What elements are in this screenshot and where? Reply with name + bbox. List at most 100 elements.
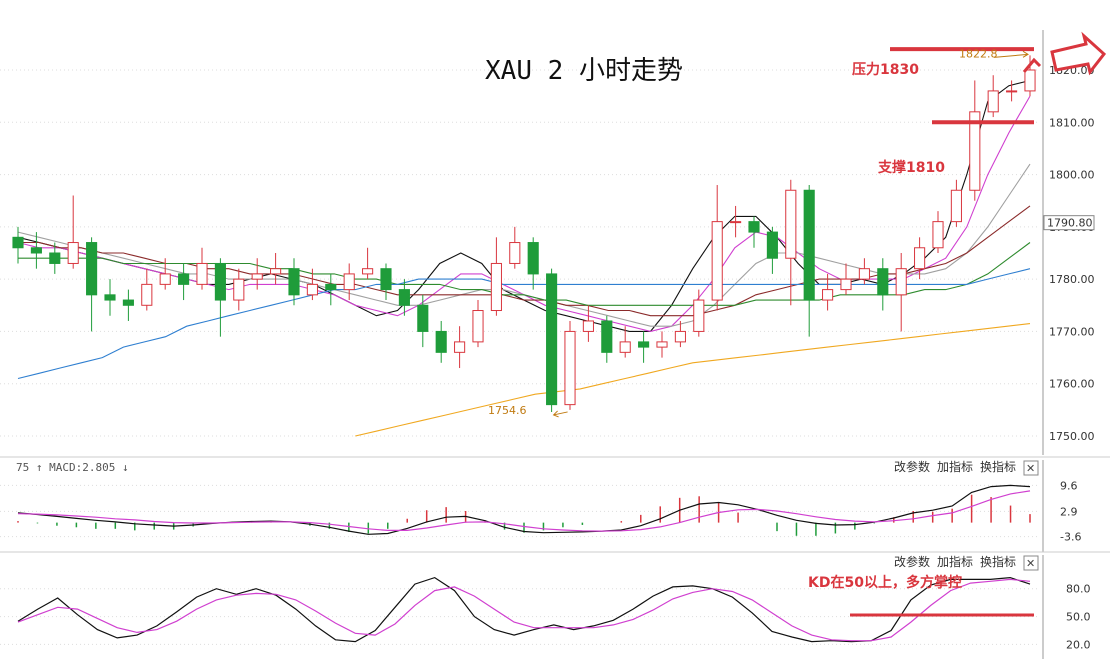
kd-add-indicator-button[interactable]: 加指标 bbox=[937, 554, 973, 569]
candle-body bbox=[711, 221, 723, 301]
candle-body bbox=[785, 189, 797, 259]
candle-body bbox=[398, 289, 410, 306]
candle-body bbox=[638, 341, 650, 348]
candle-body bbox=[270, 268, 282, 275]
candle-body bbox=[619, 341, 631, 353]
ma-line bbox=[17, 163, 1031, 327]
ma-line bbox=[18, 242, 1031, 306]
candle-body bbox=[67, 242, 79, 264]
close-icon: ✕ bbox=[1026, 557, 1035, 570]
candle-body bbox=[748, 221, 760, 233]
candle-body bbox=[1006, 90, 1018, 93]
kd-axis-ticks: 80.0 50.0 20.0 bbox=[1066, 583, 1091, 652]
candle-body bbox=[803, 189, 815, 301]
current-price-label: 1790.80 bbox=[1047, 217, 1093, 230]
candle-body bbox=[306, 283, 318, 296]
ma-line bbox=[355, 323, 1031, 437]
candle-body bbox=[122, 299, 134, 306]
moving-average-lines bbox=[17, 79, 1031, 437]
macd-panel-toolbar: 改参数 加指标 换指标 ✕ bbox=[894, 459, 1039, 476]
candle-body bbox=[840, 278, 852, 291]
candle-body bbox=[950, 189, 962, 223]
macd-tick-label: 9.6 bbox=[1060, 479, 1078, 492]
macd-add-indicator-button[interactable]: 加指标 bbox=[937, 459, 973, 474]
low-marker-label: 1754.6 bbox=[488, 404, 527, 417]
candle-body bbox=[969, 111, 981, 191]
support-label: 支撑1810 bbox=[877, 159, 945, 176]
kd-grid bbox=[0, 588, 1040, 645]
candle-body bbox=[472, 310, 484, 343]
kd-note: KD在50以上，多方掌控 bbox=[808, 574, 962, 591]
macd-dea-line bbox=[17, 490, 1031, 532]
ma-line bbox=[18, 205, 1031, 317]
candle-body bbox=[674, 330, 686, 343]
candle-body bbox=[1024, 69, 1036, 92]
candle-body bbox=[362, 268, 374, 275]
macd-lines bbox=[17, 484, 1031, 535]
candle-body bbox=[564, 330, 576, 406]
macd-axis-ticks: 9.6 2.9 -3.6 bbox=[1060, 479, 1081, 543]
price-axis-ticks: 1820.001810.001800.001790.001780.001770.… bbox=[1049, 64, 1095, 443]
macd-dif-line bbox=[17, 484, 1031, 535]
candle-body bbox=[30, 247, 42, 254]
current-price-tag: 1790.80 bbox=[1043, 215, 1095, 231]
ma-line bbox=[17, 95, 1031, 332]
macd-switch-indicator-button[interactable]: 换指标 bbox=[980, 459, 1016, 474]
kd-d-line bbox=[17, 578, 1031, 642]
kd-panel-toolbar: 改参数 加指标 换指标 ✕ bbox=[894, 554, 1039, 571]
low-marker-arrow bbox=[552, 410, 568, 418]
price-tick-label: 1770.00 bbox=[1049, 325, 1095, 338]
kd-switch-indicator-button[interactable]: 换指标 bbox=[980, 554, 1016, 569]
candlestick-series bbox=[12, 55, 1036, 412]
candle-body bbox=[417, 304, 429, 332]
candle-body bbox=[527, 242, 539, 275]
macd-grid bbox=[0, 484, 1040, 538]
candle-body bbox=[233, 278, 245, 301]
candle-body bbox=[196, 262, 208, 285]
candle-body bbox=[380, 268, 392, 291]
price-tick-label: 1750.00 bbox=[1049, 430, 1095, 443]
arrow-right-icon bbox=[1022, 31, 1107, 76]
macd-tick-label: -3.6 bbox=[1060, 531, 1081, 544]
kd-tick-label: 20.0 bbox=[1066, 638, 1091, 651]
macd-histogram bbox=[17, 494, 1031, 536]
high-marker-arrow bbox=[993, 50, 1029, 58]
candle-body bbox=[730, 221, 742, 224]
macd-label: 75 ↑ MACD:2.805 ↓ bbox=[16, 461, 129, 474]
resistance-label: 压力1830 bbox=[852, 61, 919, 78]
candle-body bbox=[49, 252, 61, 264]
kd-lines bbox=[17, 576, 1031, 643]
kd-params-button[interactable]: 改参数 bbox=[894, 554, 930, 569]
candle-body bbox=[214, 262, 226, 301]
candle-body bbox=[877, 268, 889, 296]
candle-body bbox=[895, 268, 907, 296]
kd-tick-label: 50.0 bbox=[1066, 611, 1091, 624]
candle-body bbox=[822, 289, 834, 301]
candle-body bbox=[490, 262, 502, 312]
macd-params-button[interactable]: 改参数 bbox=[894, 459, 930, 474]
candle-body bbox=[932, 221, 944, 249]
candle-body bbox=[987, 90, 999, 113]
candle-body bbox=[141, 283, 153, 306]
candle-body bbox=[914, 247, 926, 270]
candle-body bbox=[546, 273, 558, 406]
close-icon: ✕ bbox=[1026, 462, 1035, 475]
price-tick-label: 1780.00 bbox=[1049, 273, 1095, 286]
macd-close-button[interactable] bbox=[1023, 460, 1039, 476]
candle-body bbox=[343, 273, 355, 291]
candle-body bbox=[86, 242, 98, 296]
candle-body bbox=[325, 283, 337, 291]
ma-line bbox=[17, 268, 1031, 380]
candle-body bbox=[178, 273, 190, 285]
kd-close-button[interactable] bbox=[1023, 555, 1039, 571]
price-tick-label: 1800.00 bbox=[1049, 169, 1095, 182]
candle-body bbox=[251, 273, 263, 280]
candle-body bbox=[582, 320, 594, 332]
candle-body bbox=[159, 273, 171, 285]
kd-tick-label: 80.0 bbox=[1066, 583, 1091, 596]
candle-body bbox=[656, 341, 668, 348]
candle-body bbox=[12, 236, 24, 249]
candle-body bbox=[288, 268, 300, 296]
candle-body bbox=[858, 268, 870, 280]
